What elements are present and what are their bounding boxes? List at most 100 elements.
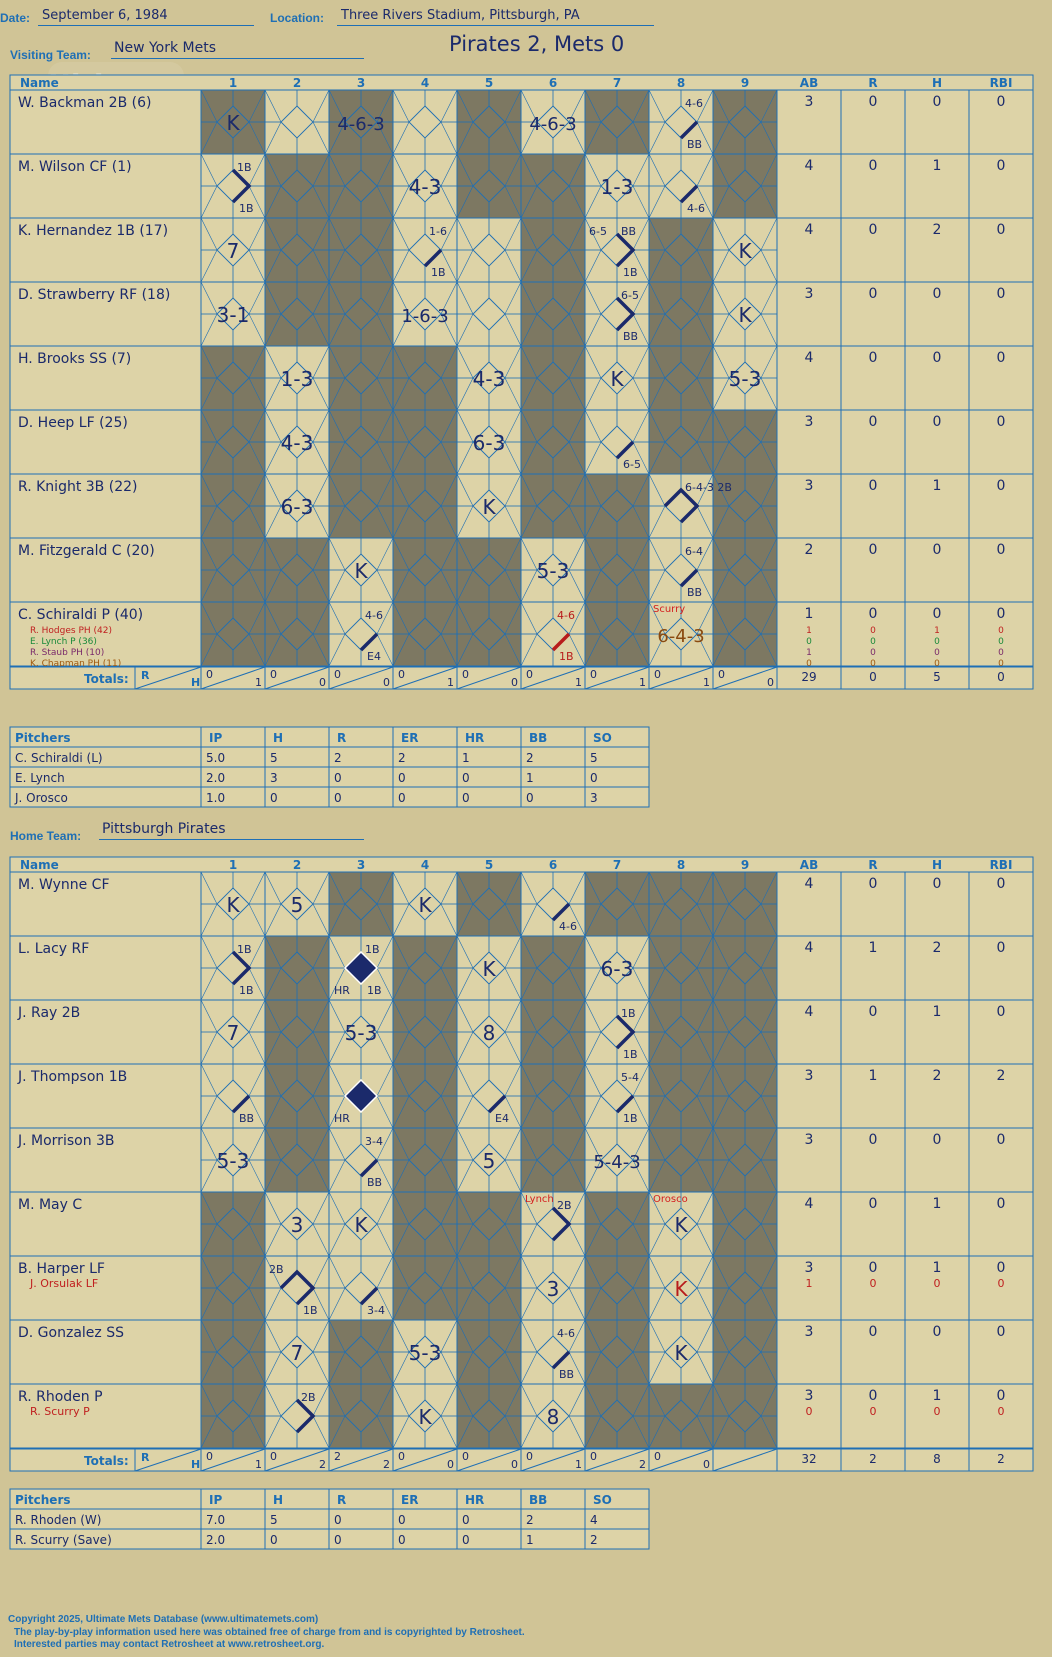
home-batter-name: D. Gonzalez SS bbox=[18, 1325, 124, 1341]
home-base-diamond bbox=[472, 1399, 506, 1433]
visiting-stat-value: 1 bbox=[933, 478, 942, 494]
visiting-inning-runs: 0 bbox=[526, 668, 533, 681]
home-play-result: 5 bbox=[483, 1149, 496, 1173]
visiting-sub-stat: 0 bbox=[806, 659, 812, 669]
visiting-sub-stat: 0 bbox=[870, 637, 876, 647]
visiting-stat-cell bbox=[904, 409, 970, 475]
home-stat-cell bbox=[968, 1255, 1034, 1321]
visiting-base-diamond bbox=[408, 169, 442, 203]
home-base-diamond bbox=[408, 1399, 442, 1433]
visiting-stat-value: 0 bbox=[869, 222, 878, 238]
home-stat-value: 0 bbox=[869, 1004, 878, 1020]
home-pitching-stat: 1 bbox=[526, 1533, 534, 1547]
home-inning-runs: 0 bbox=[526, 1450, 533, 1463]
home-play-note: 1B bbox=[239, 984, 254, 997]
home-stat-cell bbox=[776, 935, 842, 1001]
home-play-note: 2B bbox=[301, 1391, 316, 1404]
visiting-stat-value: 0 bbox=[933, 542, 942, 558]
home-play-note: 1B bbox=[621, 1007, 636, 1020]
home-base-diamond bbox=[408, 1271, 442, 1305]
visiting-stat-value: 0 bbox=[933, 350, 942, 366]
home-name-cell bbox=[9, 1319, 202, 1385]
home-base-diamond bbox=[664, 1207, 698, 1241]
home-play-note: 1B bbox=[303, 1304, 318, 1317]
home-inning-runs: 0 bbox=[398, 1450, 405, 1463]
home-totals-stat: 2 bbox=[869, 1452, 877, 1466]
home-stat-value: 3 bbox=[805, 1260, 814, 1276]
visiting-batter-name: H. Brooks SS (7) bbox=[18, 351, 131, 367]
visiting-play-result: 4-3 bbox=[281, 431, 314, 455]
home-play-note: 1B bbox=[623, 1048, 638, 1061]
visiting-base-diamond bbox=[664, 425, 698, 459]
home-play-result: 7 bbox=[291, 1341, 304, 1365]
home-inning-header: 4 bbox=[421, 858, 429, 872]
visiting-play-note: 1B bbox=[431, 266, 446, 279]
visiting-pitching-stat: 0 bbox=[270, 791, 278, 805]
visiting-name-cell bbox=[9, 153, 202, 219]
visiting-base-diamond bbox=[664, 617, 698, 651]
home-play-result: 8 bbox=[547, 1405, 560, 1429]
home-runner-path bbox=[487, 1094, 507, 1114]
visiting-stat-cell bbox=[776, 89, 842, 155]
home-base-diamond bbox=[472, 1015, 506, 1049]
home-stat-header: RBI bbox=[990, 858, 1013, 872]
visiting-base-diamond bbox=[472, 105, 506, 139]
visiting-pitching-stat: 0 bbox=[334, 791, 342, 805]
home-name-cell bbox=[9, 871, 202, 937]
home-play-result: K bbox=[674, 1277, 688, 1301]
visiting-play-note: E4 bbox=[367, 650, 381, 663]
home-inning-runs: 0 bbox=[270, 1450, 277, 1463]
home-play-result: 5-4-3 bbox=[593, 1152, 640, 1173]
home-stat-value: 4 bbox=[805, 876, 814, 892]
visiting-sub-stat: 1 bbox=[934, 626, 940, 636]
home-stat-cell bbox=[968, 1191, 1034, 1257]
visiting-pitching-stat: 0 bbox=[462, 771, 470, 785]
home-stat-value: 1 bbox=[933, 1004, 942, 1020]
home-inning-hits: 2 bbox=[639, 1458, 646, 1471]
home-base-diamond bbox=[280, 1335, 314, 1369]
visiting-inning-header: 5 bbox=[485, 76, 493, 90]
home-base-diamond bbox=[344, 1335, 378, 1369]
home-stat-value: 0 bbox=[869, 1260, 878, 1276]
home-base-diamond bbox=[600, 1207, 634, 1241]
home-team-label: Home Team: bbox=[10, 829, 82, 843]
visiting-stat-value: 0 bbox=[869, 94, 878, 110]
home-runner-path bbox=[551, 902, 571, 922]
home-pitching-cell bbox=[584, 1528, 650, 1550]
visiting-pitching-stat: 0 bbox=[526, 791, 534, 805]
home-base-diamond bbox=[664, 1271, 698, 1305]
home-play-result: 5 bbox=[291, 893, 304, 917]
visiting-stat-header: H bbox=[932, 76, 942, 90]
visiting-inning-header: 9 bbox=[741, 76, 749, 90]
home-pitching-stat: 2 bbox=[590, 1533, 598, 1547]
visiting-name-cell bbox=[9, 601, 202, 667]
home-inning-hits: 0 bbox=[703, 1458, 710, 1471]
home-stat-value: 2 bbox=[997, 1068, 1006, 1084]
visiting-stat-value: 0 bbox=[869, 350, 878, 366]
home-stat-value: 0 bbox=[997, 1004, 1006, 1020]
home-totals-h-label: H bbox=[191, 1458, 200, 1471]
home-inning-runs: 0 bbox=[206, 1450, 213, 1463]
home-base-diamond bbox=[728, 887, 762, 921]
home-play-note: BB bbox=[367, 1176, 382, 1189]
visiting-pitching-stat: 0 bbox=[590, 771, 598, 785]
home-play-note: 4-6 bbox=[559, 920, 577, 933]
visiting-totals-label: Totals: bbox=[84, 672, 129, 686]
home-batter-name: B. Harper LF bbox=[18, 1261, 105, 1277]
visiting-base-diamond bbox=[216, 489, 250, 523]
home-base-diamond bbox=[280, 951, 314, 985]
home-sub-stat: 0 bbox=[934, 1405, 941, 1418]
home-base-diamond bbox=[472, 1143, 506, 1177]
visiting-base-diamond bbox=[536, 233, 570, 267]
visiting-sub-name: R. Hodges PH (42) bbox=[30, 626, 112, 636]
game-date: September 6, 1984 bbox=[38, 8, 254, 26]
home-home-run-diamond bbox=[343, 1078, 379, 1114]
visiting-base-diamond bbox=[280, 297, 314, 331]
home-runner-path bbox=[615, 1094, 635, 1114]
visiting-inning-hits: 1 bbox=[255, 676, 262, 689]
visiting-inning-hits: 0 bbox=[383, 676, 390, 689]
visiting-pitching-stat: 5.0 bbox=[206, 751, 225, 765]
visiting-runner-path bbox=[359, 632, 379, 652]
visiting-pitching-change-note: Scurry bbox=[653, 604, 685, 615]
visiting-base-diamond bbox=[344, 105, 378, 139]
